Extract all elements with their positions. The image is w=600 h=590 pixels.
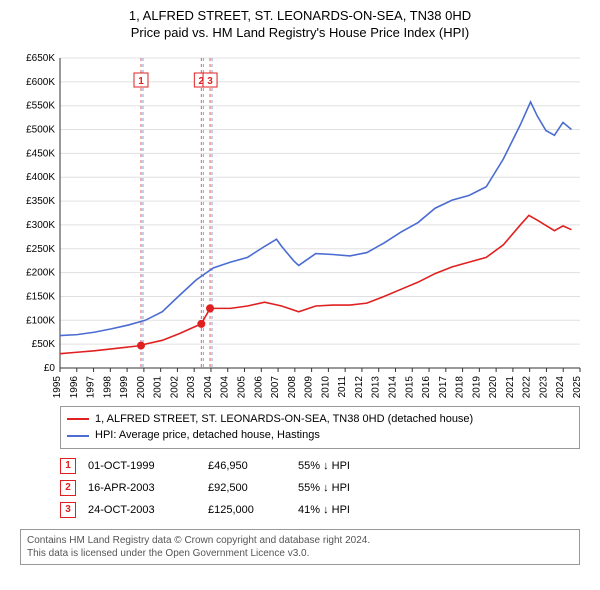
svg-text:£600K: £600K — [26, 77, 55, 88]
event-date: 01-OCT-1999 — [88, 460, 208, 472]
event-row: 3 24-OCT-2003 £125,000 41% ↓ HPI — [60, 499, 580, 521]
title-line1: 1, ALFRED STREET, ST. LEONARDS-ON-SEA, T… — [10, 8, 590, 25]
svg-text:£500K: £500K — [26, 124, 55, 135]
svg-text:2015: 2015 — [404, 375, 415, 397]
svg-text:£50K: £50K — [32, 339, 56, 350]
event-marker-icon: 2 — [60, 480, 76, 496]
svg-text:2016: 2016 — [421, 375, 432, 397]
svg-text:£100K: £100K — [26, 315, 55, 326]
svg-text:2010: 2010 — [320, 375, 331, 397]
chart-title: 1, ALFRED STREET, ST. LEONARDS-ON-SEA, T… — [10, 8, 590, 42]
svg-text:2020: 2020 — [488, 375, 499, 397]
svg-text:2008: 2008 — [287, 375, 298, 397]
svg-text:2009: 2009 — [304, 375, 315, 397]
title-line2: Price paid vs. HM Land Registry's House … — [10, 25, 590, 42]
legend-swatch-blue — [67, 435, 89, 437]
svg-text:2021: 2021 — [505, 375, 516, 397]
legend-row-red: 1, ALFRED STREET, ST. LEONARDS-ON-SEA, T… — [67, 411, 573, 428]
event-row: 1 01-OCT-1999 £46,950 55% ↓ HPI — [60, 455, 580, 477]
event-marker-icon: 3 — [60, 502, 76, 518]
legend-label-red: 1, ALFRED STREET, ST. LEONARDS-ON-SEA, T… — [95, 411, 473, 428]
event-delta: 55% ↓ HPI — [298, 460, 398, 472]
svg-text:2006: 2006 — [253, 375, 264, 397]
svg-text:2000: 2000 — [136, 375, 147, 397]
event-row: 2 16-APR-2003 £92,500 55% ↓ HPI — [60, 477, 580, 499]
svg-text:2012: 2012 — [354, 375, 365, 397]
footer-line2: This data is licensed under the Open Gov… — [27, 547, 573, 560]
svg-text:2023: 2023 — [538, 375, 549, 397]
svg-text:2004: 2004 — [203, 375, 214, 397]
svg-text:1996: 1996 — [69, 375, 80, 397]
chart-svg: £0 £50K £100K £150K £200K £250K £300K £350K £400… — [10, 48, 590, 398]
svg-text:1: 1 — [138, 76, 144, 87]
footer: Contains HM Land Registry data © Crown c… — [20, 529, 580, 565]
svg-text:2025: 2025 — [572, 375, 583, 397]
legend-label-blue: HPI: Average price, detached house, Hast… — [95, 427, 320, 444]
svg-text:3: 3 — [207, 76, 213, 87]
event-date: 24-OCT-2003 — [88, 504, 208, 516]
svg-text:£0: £0 — [44, 363, 56, 374]
event-price: £46,950 — [208, 460, 298, 472]
svg-text:£250K: £250K — [26, 244, 55, 255]
svg-text:2004: 2004 — [220, 375, 231, 397]
svg-text:1999: 1999 — [119, 375, 130, 397]
svg-text:2019: 2019 — [471, 375, 482, 397]
svg-text:2017: 2017 — [438, 375, 449, 397]
svg-text:£400K: £400K — [26, 172, 55, 183]
event-marker-icon: 1 — [60, 458, 76, 474]
legend-swatch-red — [67, 418, 89, 420]
svg-text:£200K: £200K — [26, 267, 55, 278]
svg-text:2011: 2011 — [337, 375, 348, 397]
svg-text:£150K: £150K — [26, 291, 55, 302]
svg-text:1998: 1998 — [102, 375, 113, 397]
svg-text:£300K: £300K — [26, 220, 55, 231]
svg-text:£550K: £550K — [26, 100, 55, 111]
footer-line1: Contains HM Land Registry data © Crown c… — [27, 534, 573, 547]
svg-text:2002: 2002 — [169, 375, 180, 397]
events-table: 1 01-OCT-1999 £46,950 55% ↓ HPI 2 16-APR… — [60, 455, 580, 521]
svg-text:2003: 2003 — [186, 375, 197, 397]
svg-text:2022: 2022 — [522, 375, 533, 397]
svg-text:£350K: £350K — [26, 196, 55, 207]
svg-text:£650K: £650K — [26, 53, 55, 64]
event-delta: 55% ↓ HPI — [298, 482, 398, 494]
legend-row-blue: HPI: Average price, detached house, Hast… — [67, 427, 573, 444]
event-price: £125,000 — [208, 504, 298, 516]
svg-text:2024: 2024 — [555, 375, 566, 397]
svg-text:£450K: £450K — [26, 148, 55, 159]
event-delta: 41% ↓ HPI — [298, 504, 398, 516]
svg-text:1997: 1997 — [86, 375, 97, 397]
event-date: 16-APR-2003 — [88, 482, 208, 494]
svg-text:2005: 2005 — [237, 375, 248, 397]
svg-text:2007: 2007 — [270, 375, 281, 397]
svg-text:2001: 2001 — [153, 375, 164, 397]
event-price: £92,500 — [208, 482, 298, 494]
svg-text:2014: 2014 — [387, 375, 398, 397]
svg-text:2018: 2018 — [455, 375, 466, 397]
legend: 1, ALFRED STREET, ST. LEONARDS-ON-SEA, T… — [60, 406, 580, 449]
svg-text:1995: 1995 — [52, 375, 63, 397]
svg-text:2013: 2013 — [371, 375, 382, 397]
chart: £0 £50K £100K £150K £200K £250K £300K £350K £400… — [10, 48, 590, 398]
